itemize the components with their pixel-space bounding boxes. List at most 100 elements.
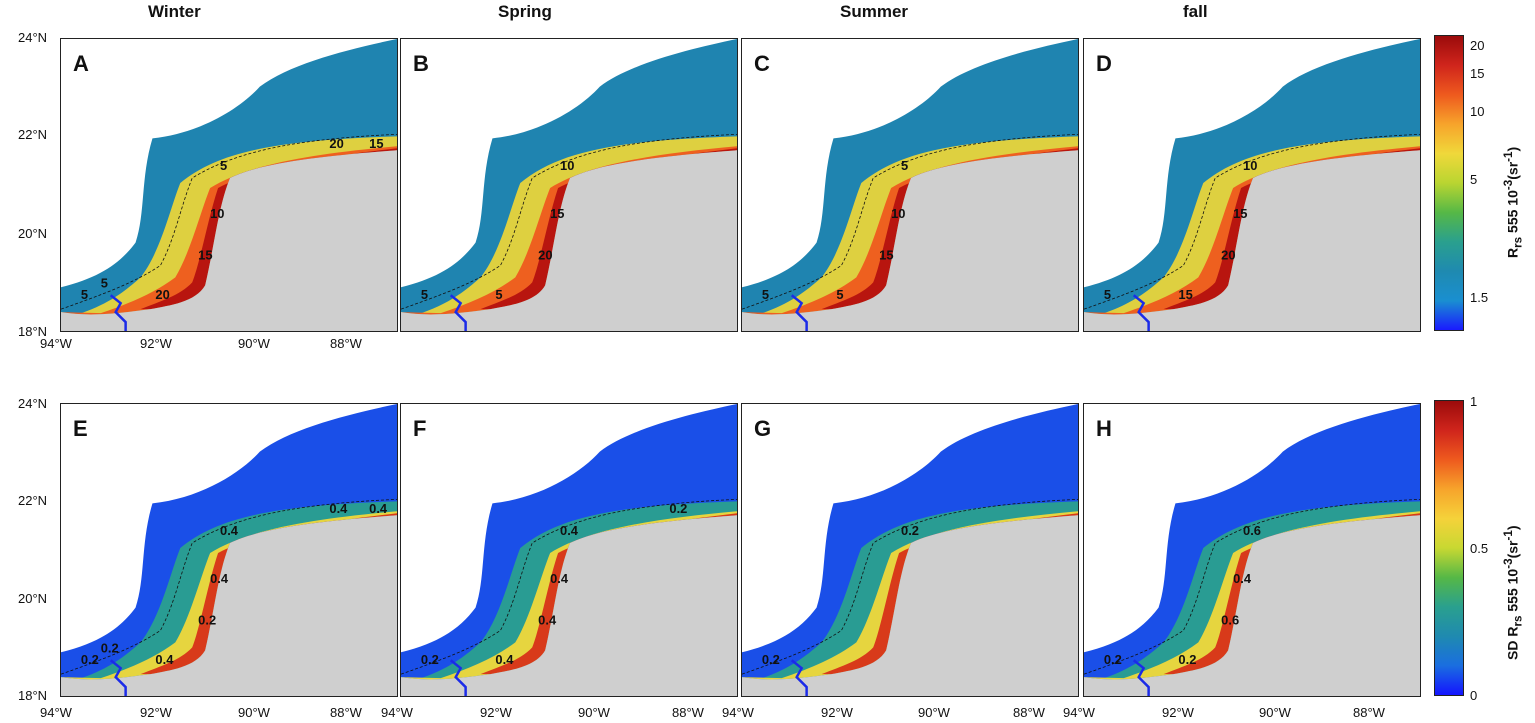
contour-label: 0.6 (1243, 523, 1261, 538)
contour-label: 0.4 (220, 523, 239, 538)
contour-label: 10 (1243, 158, 1257, 173)
x-tick-label: 92°W (140, 336, 172, 351)
river-line (449, 294, 467, 331)
x-tick-label: 92°W (1162, 705, 1194, 720)
map-panel-f: F 0.2 0.4 0.4 0.4 0.4 0.2 (400, 403, 738, 697)
river-line (790, 659, 808, 696)
rrs-map: 5 5 10 15 5 (742, 39, 1078, 331)
shelf-outer-zone (61, 501, 397, 685)
contour-label: 5 (421, 287, 428, 302)
shelf-inner-zone (401, 511, 737, 680)
x-tick-label: 88°W (1353, 705, 1385, 720)
colorbar-rrs (1434, 35, 1464, 331)
contour-label: 5 (1104, 287, 1111, 302)
contour-label: 0.4 (210, 571, 229, 586)
contour-label: 20 (1221, 247, 1235, 262)
contour-label: 15 (1233, 206, 1247, 221)
river-line (790, 294, 808, 331)
shelf-outer-zone (401, 136, 737, 320)
shelf-core-zone (480, 513, 737, 675)
colorbar-tick: 5 (1470, 172, 1478, 187)
land-area (742, 515, 1078, 696)
land-area (61, 515, 397, 696)
contour-label: 20 (538, 247, 552, 262)
colorbar-title-sd: SD Rrs 555 10-3(sr-1) (1502, 525, 1525, 660)
river-line (1132, 659, 1150, 696)
season-title-spring: Spring (498, 2, 552, 21)
shelf-inner-zone (1084, 511, 1420, 680)
contour-label: 5 (836, 287, 843, 302)
contour-label: 5 (901, 158, 908, 173)
colorbar-tick: 10 (1470, 104, 1485, 119)
sd-map: 0.2 0.4 0.4 0.4 0.4 0.2 (401, 404, 737, 696)
y-tick-label: 20°N (18, 226, 48, 241)
rrs-map: 5 10 15 20 5 (401, 39, 737, 331)
x-tick-label: 90°W (238, 336, 270, 351)
colorbar-tick: 20 (1470, 38, 1485, 53)
shelf-outer-zone (742, 501, 1078, 685)
y-tick-label: 18°N (18, 688, 48, 703)
river-line (1132, 294, 1150, 331)
contour-label: 10 (891, 206, 905, 221)
colorbar-tick: 1.5 (1470, 290, 1489, 305)
contour-label: 0.4 (329, 501, 348, 516)
shelf-outer-zone (401, 501, 737, 685)
x-tick-label: 92°W (140, 705, 172, 720)
shelf-inner-zone (61, 511, 397, 680)
colorbar-tick: 0.5 (1470, 541, 1489, 556)
contour-label: 0.4 (560, 523, 579, 538)
contour-label: 0.2 (1104, 652, 1122, 667)
contour-label: 15 (369, 136, 383, 151)
map-panel-e: E 0.2 0.4 0.4 0.2 0.4 0.4 0.4 0.2 (60, 403, 398, 697)
shelf-core-zone (140, 148, 397, 310)
x-tick-label: 88°W (330, 336, 362, 351)
shelf-outer-zone (61, 136, 397, 320)
land-area (401, 150, 737, 331)
shelf-core-zone (821, 513, 1078, 675)
contour-label: 0.2 (198, 612, 216, 627)
shelf-core-zone (821, 148, 1078, 310)
y-tick-label: 24°N (18, 396, 48, 411)
panel-label: A (73, 51, 89, 76)
panel-label: F (413, 416, 427, 441)
contour-label: 15 (1178, 287, 1192, 302)
map-panel-b: B 5 10 15 20 5 (400, 38, 738, 332)
contour-label: 0.2 (669, 501, 687, 516)
x-tick-label: 94°W (1063, 705, 1095, 720)
shelf-core-zone (140, 513, 397, 675)
contour-label: 0.2 (901, 523, 919, 538)
colorbar-title-rrs: Rrs 555 10-3(sr-1) (1502, 146, 1525, 258)
rrs-map: 5 10 15 20 15 (1084, 39, 1420, 331)
panel-label: G (754, 416, 772, 441)
contour-label: 15 (879, 247, 893, 262)
contour-label: 5 (101, 275, 108, 290)
land-area (61, 150, 397, 331)
contour-label: 15 (550, 206, 564, 221)
x-tick-label: 92°W (480, 705, 512, 720)
colorbar-tick: 0 (1470, 688, 1478, 703)
contour-label: 0.2 (101, 640, 119, 655)
contour-label: 10 (210, 206, 224, 221)
land-area (401, 515, 737, 696)
x-tick-label: 94°W (381, 705, 413, 720)
contour-label: 5 (220, 158, 227, 173)
colorbar-tick: 1 (1470, 394, 1478, 409)
contour-label: 0.4 (155, 652, 174, 667)
y-tick-label: 20°N (18, 591, 48, 606)
shelf-core-zone (480, 148, 737, 310)
contour-label: 5 (762, 287, 769, 302)
panel-label: B (413, 51, 429, 76)
shelf-inner-zone (1084, 146, 1420, 315)
map-panel-g: G 0.2 0.2 (741, 403, 1079, 697)
shelf-inner-zone (61, 146, 397, 315)
shelf-outer-zone (742, 136, 1078, 320)
y-tick-label: 22°N (18, 493, 48, 508)
x-tick-label: 88°W (1013, 705, 1045, 720)
contour-label: 15 (198, 247, 212, 262)
contour-label: 20 (155, 287, 169, 302)
panel-label: H (1096, 416, 1112, 441)
shelf-core-zone (1163, 513, 1420, 675)
x-tick-label: 90°W (918, 705, 950, 720)
contour-label: 0.4 (369, 501, 388, 516)
